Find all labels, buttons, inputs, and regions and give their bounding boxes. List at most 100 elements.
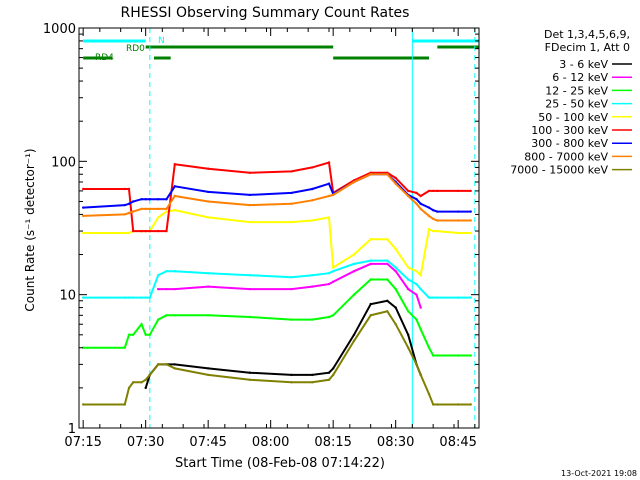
data-point xyxy=(407,266,410,269)
data-point xyxy=(127,202,131,205)
footer-date: 13-Oct-2021 19:08 xyxy=(561,469,637,478)
data-point xyxy=(207,314,210,317)
data-point xyxy=(427,228,431,231)
data-point xyxy=(332,270,335,273)
data-point xyxy=(173,367,176,370)
data-point xyxy=(407,310,410,313)
data-point xyxy=(82,206,85,209)
data-point xyxy=(311,381,314,384)
data-point xyxy=(173,194,176,198)
data-point xyxy=(207,373,210,377)
data-point xyxy=(394,176,397,180)
series-line-25-50-keV xyxy=(83,259,471,299)
data-point xyxy=(123,296,127,299)
data-point xyxy=(327,315,331,319)
data-point xyxy=(415,191,418,195)
data-point xyxy=(82,214,85,218)
data-point xyxy=(311,373,314,377)
data-point xyxy=(290,170,293,173)
data-point xyxy=(157,229,160,233)
data-point xyxy=(82,296,85,299)
data-point xyxy=(369,238,372,241)
data-point xyxy=(140,296,143,299)
legend: Det 1,3,4,5,6,9,FDecim 1, Att 0 3 - 6 keV… xyxy=(510,28,632,177)
data-point xyxy=(427,206,431,209)
x-tick-label: 07:30 xyxy=(127,435,164,450)
data-point xyxy=(457,219,460,222)
data-point xyxy=(144,296,147,299)
data-point xyxy=(369,173,372,176)
data-point xyxy=(352,293,356,296)
data-point xyxy=(165,207,168,211)
data-point xyxy=(290,287,293,291)
y-tick-label: 100 xyxy=(51,155,76,170)
data-point xyxy=(140,198,143,201)
data-point xyxy=(457,296,460,299)
data-point xyxy=(419,306,422,309)
data-point xyxy=(432,354,435,357)
data-point xyxy=(173,314,176,317)
data-point xyxy=(415,198,418,201)
data-point xyxy=(140,381,143,384)
data-point xyxy=(207,200,210,203)
axes: 1 10 100 1000 07:15 07:30 07:45 08:00 08:15 08:30… xyxy=(43,22,480,450)
data-point xyxy=(407,287,410,291)
data-point xyxy=(311,166,314,169)
data-point xyxy=(248,315,251,319)
data-point xyxy=(469,403,472,406)
data-point xyxy=(332,373,335,377)
y-tick-label: 1000 xyxy=(43,22,76,37)
data-point xyxy=(173,163,176,166)
data-point xyxy=(407,189,410,193)
data-point xyxy=(311,285,314,288)
data-point xyxy=(332,367,335,370)
data-point xyxy=(148,229,151,233)
legend-entry-label: 3 - 6 keV xyxy=(559,58,608,71)
legend-entry-label: 6 - 12 keV xyxy=(552,71,608,84)
data-point xyxy=(127,187,131,191)
data-point xyxy=(248,203,251,207)
series-line-6-12-keV xyxy=(158,262,422,308)
plot-frame xyxy=(78,27,480,429)
legend-header: Det 1,3,4,5,6,9, xyxy=(544,28,630,41)
data-point xyxy=(352,333,356,336)
data-point xyxy=(157,287,160,291)
data-point xyxy=(394,323,397,326)
data-point xyxy=(165,363,168,366)
y-tick-label: 1 xyxy=(68,422,76,437)
data-point xyxy=(311,274,314,277)
data-point xyxy=(248,371,251,374)
data-point xyxy=(327,161,331,164)
data-point xyxy=(469,231,472,235)
data-point xyxy=(140,207,143,211)
legend-entry-label: 12 - 25 keV xyxy=(545,84,608,97)
data-point xyxy=(369,314,372,317)
data-point xyxy=(207,367,210,370)
data-point xyxy=(311,187,314,191)
data-point xyxy=(415,270,418,273)
data-point xyxy=(123,213,127,216)
data-point xyxy=(457,354,460,357)
data-point xyxy=(173,185,176,188)
data-point xyxy=(248,193,251,197)
x-tick-label: 07:45 xyxy=(189,435,226,450)
data-point xyxy=(157,363,160,366)
legend-entry-label: 25 - 50 keV xyxy=(545,98,608,111)
data-point xyxy=(123,231,127,235)
data-point xyxy=(436,229,439,233)
data-point xyxy=(173,363,176,366)
data-point xyxy=(394,247,397,251)
data-point xyxy=(469,354,472,357)
data-point xyxy=(352,270,356,273)
data-point xyxy=(290,381,293,384)
data-point xyxy=(407,278,410,281)
data-point xyxy=(407,333,410,336)
data-point xyxy=(386,259,389,262)
data-point xyxy=(407,346,410,349)
data-point xyxy=(415,202,418,205)
data-point xyxy=(207,167,210,170)
data-point xyxy=(432,189,435,193)
data-point xyxy=(352,180,356,184)
data-point xyxy=(469,210,472,213)
series-line-800-7000-keV xyxy=(83,173,471,222)
